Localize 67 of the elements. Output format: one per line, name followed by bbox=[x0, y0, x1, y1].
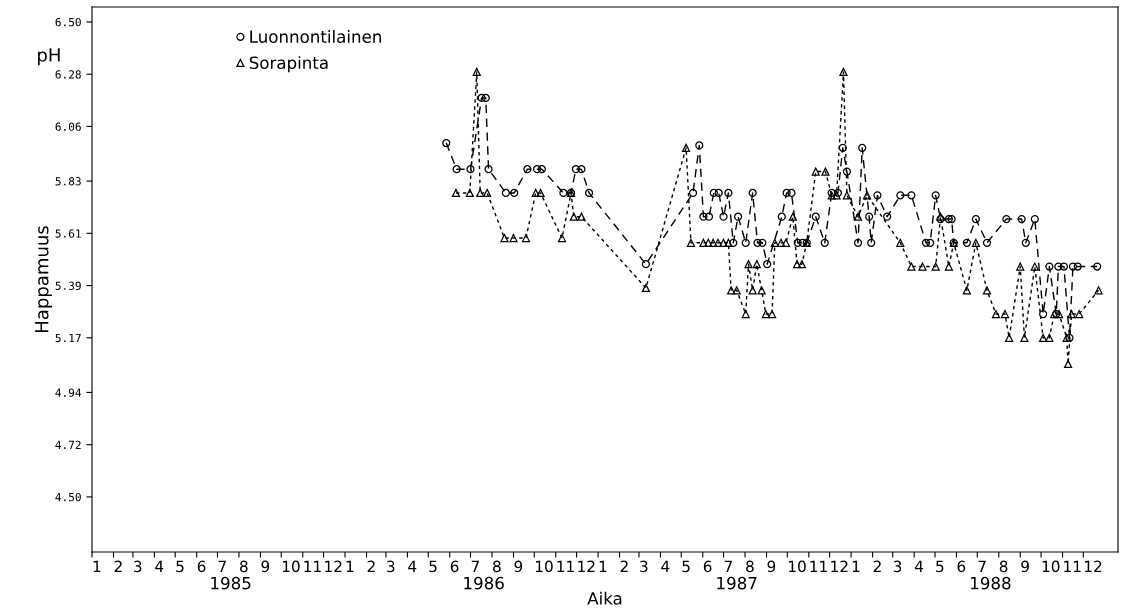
y-tick-label: 4.72 bbox=[55, 440, 81, 449]
x-tick-label: 5 bbox=[429, 560, 437, 573]
x-tick-label: 1 bbox=[599, 560, 607, 572]
x-axis-title: Aika bbox=[587, 591, 622, 605]
x-tick-label: 6 bbox=[957, 560, 966, 573]
x-tick-label: 11 bbox=[557, 560, 574, 572]
x-tick-label: 3 bbox=[387, 560, 395, 573]
text: pH bbox=[38, 48, 60, 66]
y-tick-label: 4.94 bbox=[55, 388, 82, 397]
x-tick-label: 9 bbox=[261, 560, 270, 573]
x-tick-label: 11 bbox=[1064, 560, 1081, 572]
x-tick-label: 2 bbox=[367, 560, 375, 572]
x-tick-label: 5 bbox=[176, 560, 184, 573]
x-tick-label: 5 bbox=[682, 560, 690, 573]
x-tick-label: 10 bbox=[1042, 560, 1060, 573]
x-tick-label: 4 bbox=[914, 560, 924, 572]
x-tick-label: 7 bbox=[218, 560, 226, 572]
x-tick-label: 8 bbox=[493, 560, 501, 573]
x-tick-label: 12 bbox=[831, 560, 848, 572]
x-tick-label: 9 bbox=[1021, 560, 1029, 573]
legend-label: Sorapinta bbox=[249, 56, 328, 73]
x-tick-label: 5 bbox=[936, 560, 944, 573]
y-tick-label: 4.50 bbox=[55, 492, 81, 502]
y-tick-label: 5.83 bbox=[55, 177, 81, 186]
x-tick-label: 7 bbox=[724, 560, 732, 572]
text: 1987 bbox=[717, 576, 757, 590]
x-tick-label: 6 bbox=[197, 560, 206, 573]
x-tick-label: 12 bbox=[325, 560, 342, 572]
x-tick-label: 3 bbox=[134, 560, 142, 573]
x-tick-label: 12 bbox=[1085, 560, 1102, 572]
x-tick-label: 2 bbox=[114, 560, 122, 572]
text: 1988 bbox=[971, 576, 1011, 590]
x-tick-label: 8 bbox=[746, 560, 754, 573]
y-tick-label: 5.17 bbox=[55, 333, 81, 343]
x-tick-label: 1 bbox=[852, 560, 860, 572]
x-tick-label: 1 bbox=[93, 560, 101, 572]
x-tick-label: 8 bbox=[999, 560, 1008, 573]
text: 1986 bbox=[464, 576, 504, 590]
x-tick-label: 12 bbox=[578, 560, 595, 572]
x-tick-label: 7 bbox=[978, 560, 986, 572]
x-tick-label: 11 bbox=[304, 560, 321, 572]
y-tick-label: 5.39 bbox=[55, 281, 81, 290]
y-tick-label: 5.61 bbox=[55, 229, 81, 238]
x-tick-label: 2 bbox=[620, 560, 628, 572]
x-tick-label: 9 bbox=[767, 560, 776, 573]
legend-label: Luonnontilainen bbox=[250, 30, 381, 43]
x-tick-label: 7 bbox=[471, 560, 479, 572]
y-tick-label: 6.50 bbox=[55, 17, 81, 27]
x-tick-label: 10 bbox=[789, 560, 806, 573]
x-tick-label: 4 bbox=[155, 560, 164, 572]
x-tick-label: 3 bbox=[893, 560, 902, 573]
y-tick-label: 6.06 bbox=[55, 122, 81, 131]
x-tick-label: 6 bbox=[450, 560, 459, 573]
x-tick-label: 3 bbox=[640, 560, 648, 573]
x-tick-label: 8 bbox=[240, 560, 248, 573]
x-tick-label: 4 bbox=[661, 560, 670, 572]
y-tick-label: 6.28 bbox=[55, 70, 81, 79]
x-tick-label: 2 bbox=[873, 560, 881, 572]
text: 1985 bbox=[211, 576, 251, 590]
x-tick-label: 10 bbox=[535, 560, 553, 573]
x-tick-label: 4 bbox=[408, 560, 417, 572]
x-tick-label: 1 bbox=[346, 560, 354, 572]
x-tick-label: 10 bbox=[282, 560, 300, 573]
x-tick-label: 9 bbox=[514, 560, 523, 573]
x-tick-label: 6 bbox=[703, 560, 712, 573]
x-tick-label: 11 bbox=[810, 560, 827, 572]
y-axis-title: Happamuus bbox=[35, 226, 53, 332]
